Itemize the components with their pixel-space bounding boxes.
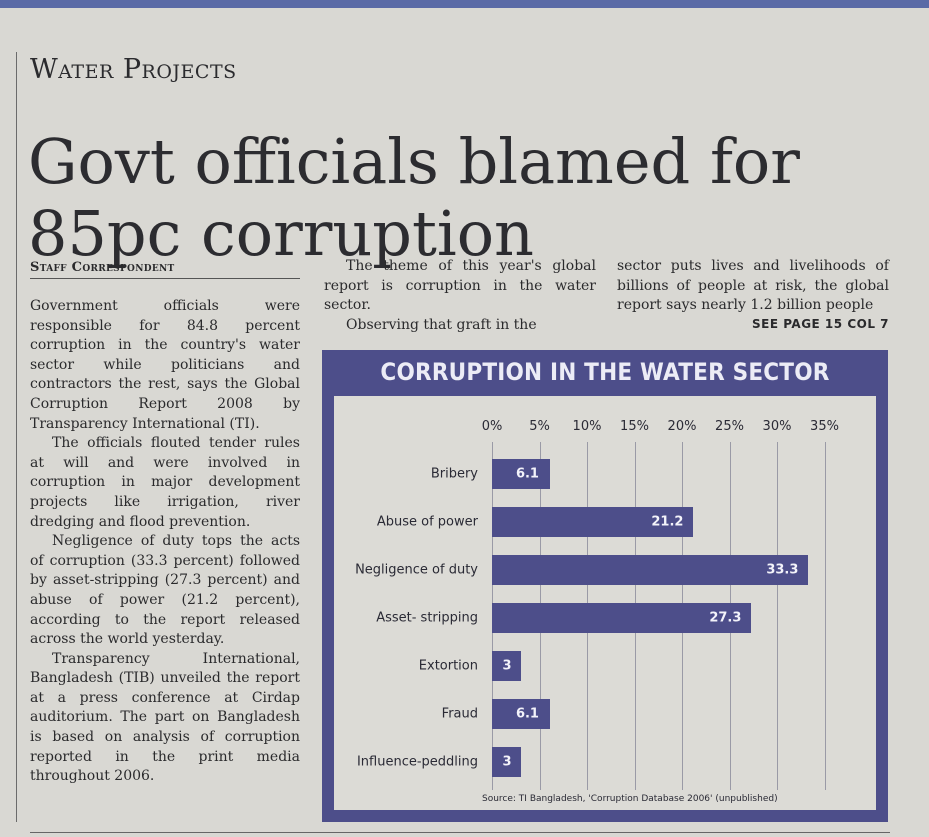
paragraph: The officials flouted tender rules at wi… [30,435,300,530]
category-label: Bribery [430,466,478,482]
byline: Staff Correspondent [30,260,300,279]
bar-value-label: 33.3 [766,562,799,578]
x-tick-label: 25% [715,419,744,434]
bar-value-label: 6.1 [515,706,539,722]
bar-value-label: 3 [502,754,512,770]
headline: Govt officials blamed for 85pc corruptio… [28,124,800,270]
bar-value-label: 21.2 [651,514,684,530]
category-label: Negligence of duty [355,562,478,578]
category-label: Extortion [418,658,478,674]
chart-panel: 0% 5% 10% 15% 20% 25% 30% 35% Bribery 6.1 Abuse o… [334,396,876,810]
x-tick-label: 20% [667,419,697,434]
column-rule [16,52,17,822]
paragraph: Government officials were responsible fo… [30,298,300,432]
page-top-bar [0,0,929,8]
bar [492,459,550,489]
bar [492,747,521,777]
bar [492,507,694,537]
article-column-1: Government officials were responsible fo… [30,297,300,787]
paragraph: Observing that graft in the [346,316,537,333]
chart-title: CORRUPTION IN THE WATER SECTOR [380,358,830,386]
gridline [824,442,826,790]
bar-value-label: 27.3 [709,610,742,626]
chart-source: Source: TI Bangladesh, 'Corruption Datab… [482,794,778,804]
bar [492,603,752,633]
kicker: Water Projects [30,54,237,85]
x-tick-label: 30% [762,419,792,434]
chart-graphic: CORRUPTION IN THE WATER SECTOR 0% 5% 10% 15… [322,350,888,822]
category-label: Abuse of power [376,514,478,530]
article-column-2: The theme of this year's global report i… [324,257,596,335]
paragraph: Negligence of duty tops the acts of corr… [30,533,300,648]
bar [492,699,550,729]
gridline [777,442,778,790]
bar [492,651,521,681]
paragraph: sector puts lives and livelihoods of bil… [617,258,889,314]
bar-value-label: 6.1 [515,466,539,482]
paragraph: The theme of this year's global report i… [324,258,596,314]
x-tick-label: 15% [620,419,649,434]
bar-value-label: 3 [502,658,512,674]
x-tick-label: 5% [529,419,550,434]
bottom-rule [30,832,890,833]
continued-jump: SEE PAGE 15 COL 7 [752,317,889,331]
category-label: Asset- stripping [376,610,478,626]
x-tick-label: 0% [481,419,503,434]
x-tick-label: 10% [572,419,602,434]
x-tick-label: 35% [810,419,839,434]
paragraph: Transparency International, Bangladesh (… [30,650,300,785]
bar [492,555,809,585]
category-label: Fraud [441,706,478,722]
category-label: Influence-peddling [356,754,478,770]
article-column-3: sector puts lives and livelihoods of bil… [617,257,889,316]
